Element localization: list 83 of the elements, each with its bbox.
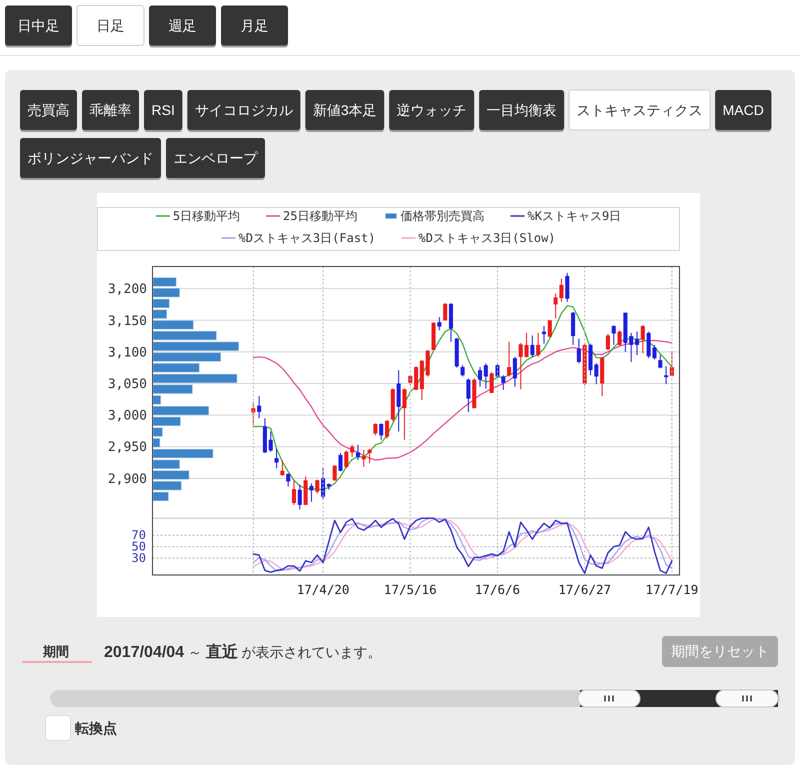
y-tick-label: 3,050: [108, 376, 147, 392]
x-tick-label: 17/4/20: [296, 582, 350, 597]
candlestick: [594, 362, 598, 385]
candlestick: [443, 302, 448, 322]
x-tick-label: 17/6/27: [558, 582, 612, 597]
y-tick-label: 3,200: [108, 282, 147, 298]
text: サイコロジカル: [194, 102, 293, 118]
x-tick-label: 17/5/16: [384, 582, 437, 597]
candlestick: [576, 338, 581, 364]
candlestick: [338, 452, 343, 472]
candlestick: [292, 480, 296, 506]
candlestick: [490, 372, 494, 394]
candlestick: [548, 320, 552, 338]
candlestick: [478, 366, 482, 388]
y-tick-label: 3,100: [108, 345, 147, 360]
text: 週足: [168, 18, 196, 34]
y-tick-label: 70: [132, 528, 146, 542]
candlestick: [362, 449, 366, 468]
candlestick: [530, 334, 534, 358]
text: 日中足: [18, 18, 60, 34]
candlestick: [512, 356, 517, 388]
candlestick: [298, 484, 302, 510]
candlestick: [274, 448, 279, 469]
candlestick: [507, 341, 512, 378]
candlestick: [384, 420, 390, 440]
candlestick: [565, 272, 570, 302]
y-tick-label: 2,950: [108, 440, 147, 456]
text: 乖離率: [90, 102, 132, 118]
candlestick: [554, 293, 558, 319]
candlestick: [612, 324, 616, 346]
candlestick: [315, 479, 320, 494]
candlestick: [460, 364, 465, 378]
candlestick: [379, 422, 384, 440]
candlestick: [571, 312, 576, 346]
legend-label: 5日移動平均: [172, 209, 240, 223]
text: 転換点: [74, 720, 117, 736]
text: MACD: [722, 102, 764, 118]
text: 新値3本足: [312, 102, 377, 118]
candlestick: [286, 472, 290, 488]
candlestick: [542, 325, 546, 344]
candlestick: [309, 482, 314, 502]
legend-label: %Kストキャス9日: [528, 209, 622, 223]
candlestick: [373, 422, 378, 436]
text: 期間: [42, 644, 69, 659]
text: 2017/04/04 ～ 直近 が表示されています。: [104, 643, 382, 661]
candlestick: [634, 331, 640, 356]
legend-label: %Dストキャス3日(Slow): [418, 231, 556, 245]
candlestick: [484, 362, 488, 390]
text: 一目均衡表: [486, 102, 557, 118]
candlestick: [559, 278, 564, 302]
text: 期間をリセット: [671, 643, 769, 659]
candlestick: [257, 396, 262, 419]
candlestick: [618, 330, 622, 347]
candlestick: [501, 374, 506, 390]
candlestick: [396, 370, 401, 432]
x-tick-label: 17/6/6: [474, 582, 520, 597]
text: RSI: [152, 102, 175, 118]
y-tick-label: 3,150: [108, 314, 147, 329]
y-tick-label: 2,900: [108, 472, 147, 487]
text: 日足: [96, 18, 124, 34]
candlestick: [356, 444, 360, 461]
candlestick: [368, 448, 372, 464]
candlestick: [606, 334, 610, 350]
candlestick: [646, 331, 651, 359]
legend-label: %Dストキャス3日(Fast): [238, 231, 376, 245]
candlestick: [652, 344, 656, 360]
text: 月足: [240, 18, 268, 34]
text: 売買高: [28, 102, 70, 118]
candlestick: [437, 316, 442, 331]
text: エンベロープ: [174, 150, 258, 166]
legend-label: 25日移動平均: [283, 209, 358, 223]
candlestick: [332, 464, 337, 482]
candlestick: [466, 378, 470, 412]
text: ボリンジャーバンド: [28, 150, 154, 166]
x-tick-label: 17/7/19: [646, 582, 698, 597]
candlestick: [658, 354, 662, 369]
legend-label: 価格帯別売買高: [400, 209, 484, 223]
candlestick: [640, 324, 645, 354]
text: 逆ウォッチ: [396, 102, 467, 118]
text: ストキャスティクス: [576, 102, 703, 118]
y-tick-label: 3,000: [108, 408, 147, 424]
candlestick: [536, 332, 540, 358]
candlestick: [402, 388, 406, 440]
